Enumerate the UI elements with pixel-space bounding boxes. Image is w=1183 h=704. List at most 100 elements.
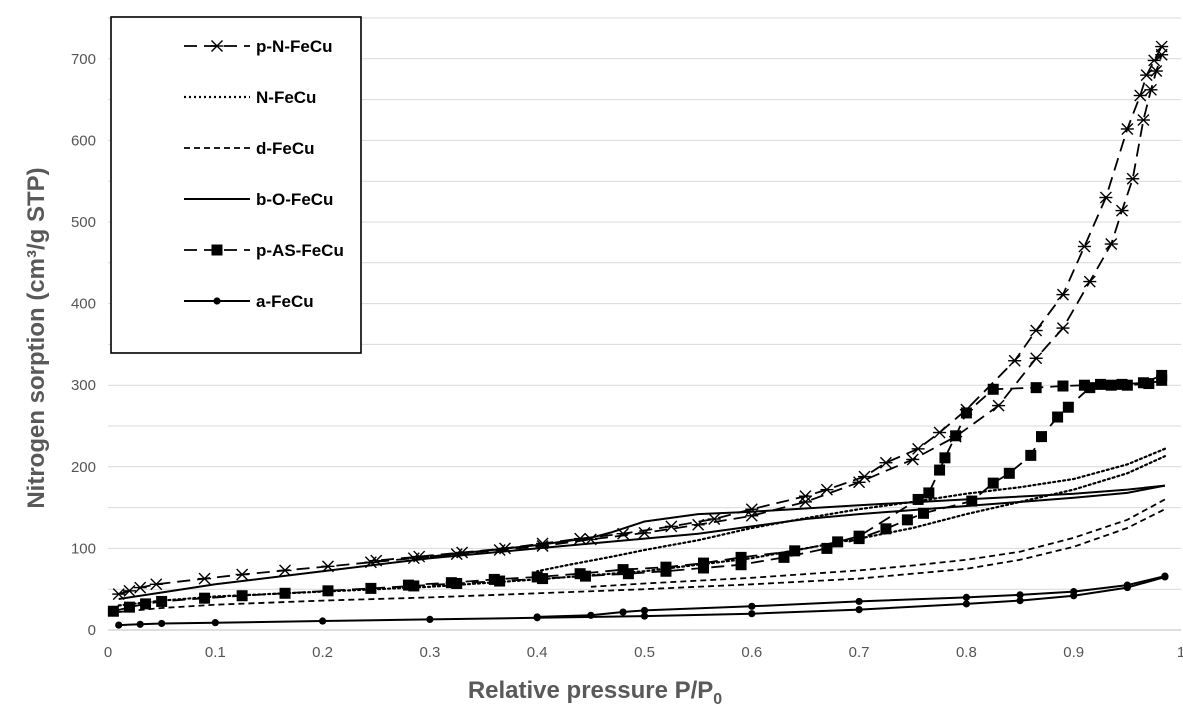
x-tick-label: 0.7	[849, 644, 870, 661]
data-point	[1003, 467, 1015, 479]
data-point	[987, 477, 999, 489]
x-tick-label: 0.6	[741, 644, 762, 661]
data-point	[820, 483, 834, 496]
data-point	[906, 453, 920, 466]
data-point	[533, 613, 541, 621]
data-point	[966, 495, 978, 507]
data-point	[319, 617, 327, 625]
data-point	[1116, 378, 1128, 390]
data-point	[213, 297, 221, 305]
series-line-adsorption	[118, 54, 1163, 595]
series-a-fecu	[115, 572, 1169, 629]
data-point	[1123, 581, 1131, 589]
data-point	[640, 606, 649, 615]
legend-item-a-fecu: a-FeCu	[184, 292, 314, 311]
data-point	[901, 514, 913, 526]
legend: p-N-FeCu N-FeCu d-FeCu b-O-FeCu p-AS-FeCu a-F…	[110, 16, 362, 354]
data-point	[235, 568, 249, 581]
y-tick-label: 100	[71, 540, 96, 557]
x-tick-label: 0.1	[205, 644, 226, 661]
data-point	[1057, 380, 1069, 392]
data-point	[587, 611, 595, 619]
y-tick-label: 500	[71, 214, 96, 231]
data-point	[987, 383, 999, 395]
data-point	[211, 619, 219, 627]
data-point	[1078, 379, 1090, 391]
data-point	[1095, 378, 1107, 390]
data-point	[122, 584, 136, 597]
data-point	[1136, 114, 1150, 126]
data-point	[1099, 191, 1113, 204]
data-point	[1029, 324, 1043, 337]
data-point	[1115, 204, 1129, 217]
data-point	[531, 571, 543, 583]
x-tick-label: 0.8	[956, 644, 977, 661]
series-line-desorption	[536, 447, 1166, 573]
legend-label: b-O-FeCu	[256, 190, 333, 209]
data-point	[1056, 288, 1070, 301]
data-point	[992, 399, 1006, 412]
data-point	[853, 530, 865, 542]
data-point	[619, 608, 627, 616]
data-point	[1077, 240, 1091, 253]
data-point	[211, 244, 223, 256]
data-point	[855, 597, 863, 606]
series-d-fecu	[118, 498, 1166, 613]
data-point	[365, 582, 377, 594]
y-tick-label: 600	[71, 132, 96, 149]
data-point	[855, 606, 863, 614]
data-point	[488, 573, 500, 585]
x-tick-label: 0	[104, 644, 112, 661]
series-line-adsorption	[118, 484, 1166, 600]
data-point	[1025, 449, 1037, 461]
data-point	[210, 40, 224, 52]
data-point	[1070, 588, 1078, 596]
series-p-n-fecu	[112, 40, 1169, 601]
data-point	[445, 577, 457, 589]
data-point	[278, 564, 292, 577]
data-point	[115, 621, 123, 629]
tick-labels: 0 100 200 300 400 500 600 700 0 0.1 0.2 0.3 0.4 0.5 0.…	[71, 51, 1183, 661]
data-point	[933, 426, 947, 439]
data-point	[735, 551, 747, 563]
legend-label: N-FeCu	[256, 88, 316, 107]
x-tick-label: 0.2	[312, 644, 333, 661]
data-point	[1104, 238, 1118, 251]
data-point	[880, 523, 892, 535]
legend-label: d-FeCu	[256, 139, 315, 158]
data-point	[1083, 275, 1097, 288]
data-point	[140, 598, 152, 610]
x-tick-label: 1	[1177, 644, 1183, 661]
data-point	[745, 503, 759, 516]
data-point	[279, 587, 291, 599]
data-point	[798, 490, 812, 503]
data-point	[735, 559, 747, 571]
data-point	[707, 513, 721, 526]
data-point	[960, 407, 972, 419]
y-tick-label: 400	[71, 296, 96, 313]
data-point	[1052, 411, 1064, 423]
data-point	[1016, 597, 1024, 605]
data-point	[1147, 54, 1161, 67]
legend-item-n-fecu: N-FeCu	[184, 88, 316, 107]
x-tick-label: 0.3	[419, 644, 440, 661]
data-point	[962, 593, 971, 601]
legend-item-p-n-fecu: p-N-FeCu	[184, 37, 332, 56]
data-point	[1062, 401, 1074, 413]
series-lines	[107, 40, 1169, 629]
data-point	[149, 578, 163, 591]
x-axis-label: Relative pressure P/P0	[468, 677, 722, 704]
data-point	[1133, 89, 1147, 102]
data-point	[1008, 354, 1022, 367]
data-point	[748, 602, 756, 610]
data-point	[660, 561, 672, 573]
data-point	[402, 579, 414, 591]
data-point	[617, 564, 629, 576]
x-tick-label: 0.9	[1063, 644, 1084, 661]
data-point	[912, 493, 924, 505]
y-tick-label: 300	[71, 377, 96, 394]
data-point	[158, 619, 166, 628]
data-point	[1161, 572, 1169, 580]
series-p-as-fecu	[107, 369, 1168, 617]
